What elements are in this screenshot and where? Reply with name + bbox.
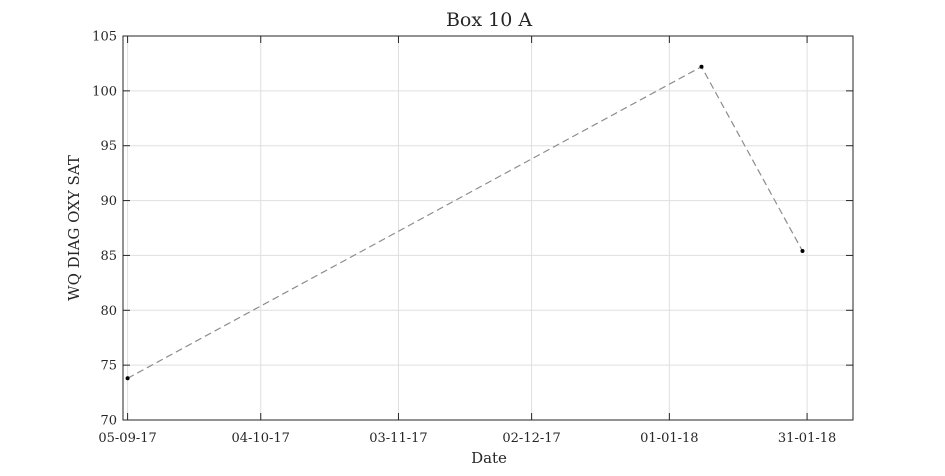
grid: [123, 35, 853, 421]
y-tick-label: 85: [100, 249, 117, 264]
plot-frame: [122, 35, 854, 421]
data-point: [699, 64, 704, 69]
x-tick-label: 01-01-18: [640, 431, 698, 446]
x-tick-label: 31-01-18: [778, 431, 836, 446]
y-tick-label: 80: [100, 304, 117, 319]
data-point: [800, 249, 805, 254]
x-axis-label: Date: [471, 449, 507, 467]
x-tick-label: 04-10-17: [232, 431, 290, 446]
x-tick-label: 02-12-17: [502, 431, 560, 446]
axis-ticks: 05-09-17 04-10-17 03-11-17 02-12-17 01-01-18…: [92, 30, 853, 446]
series-layer: [125, 64, 805, 381]
x-tick-label: 05-09-17: [98, 431, 156, 446]
y-tick-label: 90: [100, 194, 117, 209]
y-tick-label: 100: [92, 84, 117, 99]
series-line: [127, 65, 804, 379]
y-tick-label: 75: [100, 359, 117, 374]
chart-title: Box 10 A: [446, 9, 532, 31]
x-tick-label: 03-11-17: [369, 431, 427, 446]
data-point: [125, 376, 130, 381]
y-tick-label: 105: [92, 30, 117, 45]
y-tick-label: 95: [100, 139, 117, 154]
y-axis-label: WQ DIAG OXY SAT: [65, 155, 83, 301]
y-tick-label: 70: [100, 414, 117, 429]
